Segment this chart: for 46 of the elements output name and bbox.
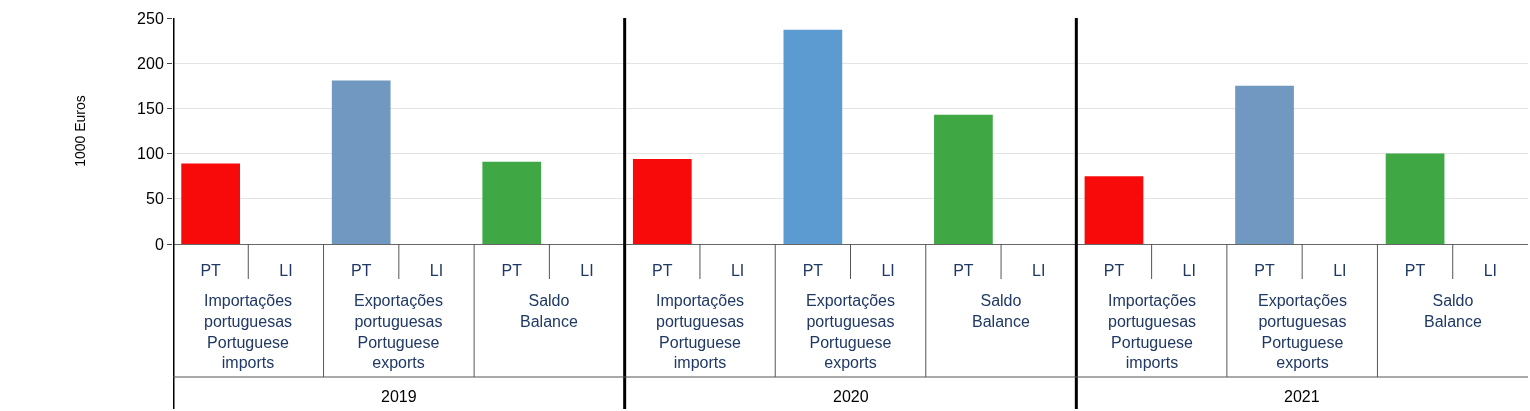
text: Saldo Balance [972, 292, 1030, 330]
x-tick-label: PT [1254, 262, 1275, 280]
x-tick-label: LI [580, 262, 594, 280]
x-tick-label: LI [1483, 262, 1498, 280]
bar [632, 159, 692, 244]
x-tick-label: PT [200, 262, 222, 280]
bar [1385, 153, 1445, 244]
bar [1235, 85, 1294, 244]
text: Saldo Balance [1424, 292, 1482, 330]
x-tick-label: LI [429, 262, 444, 280]
x-tick-label: LI [1182, 262, 1196, 280]
y-tick-label: 150 [137, 100, 164, 117]
x-tick-label: PT [802, 262, 824, 280]
bar [331, 80, 391, 244]
x-tick-label: PT [652, 262, 673, 280]
y-axis-title: 1000 Euros [71, 95, 88, 167]
text: Exportações portuguesas Portuguese exports [1258, 292, 1347, 372]
x-tick-label: PT [501, 262, 523, 280]
y-tick-label: 50 [146, 190, 164, 208]
bar [783, 29, 843, 244]
bar [482, 161, 542, 244]
text: 2019 [381, 388, 417, 405]
bar [934, 114, 993, 244]
x-tick-label: LI [1032, 262, 1046, 280]
text: Exportações portuguesas Portuguese exports [806, 292, 895, 372]
text: Exportações portuguesas Portuguese exports [354, 292, 443, 372]
y-tick-label: 0 [154, 235, 164, 253]
y-tick-label: 200 [137, 54, 164, 72]
text: Importações portuguesas Portuguese imports [204, 292, 293, 372]
text: Saldo Balance [520, 292, 578, 330]
x-tick-label: PT [350, 262, 372, 280]
x-tick-label: PT [1404, 262, 1426, 280]
x-tick-label: LI [279, 262, 293, 280]
bar [181, 163, 240, 244]
text: Importações portuguesas Portuguese imports [1108, 292, 1197, 372]
x-tick-label: LI [1333, 262, 1347, 280]
x-tick-label: LI [730, 262, 745, 280]
bar [1084, 176, 1144, 244]
x-tick-label: PT [1103, 262, 1125, 280]
y-tick-label: 100 [137, 145, 164, 163]
y-tick-label: 250 [137, 9, 164, 27]
text: 2020 [833, 388, 869, 405]
text: 2021 [1284, 388, 1320, 405]
x-tick-label: PT [953, 262, 974, 280]
x-tick-label: LI [881, 262, 895, 280]
text: Importações portuguesas Portuguese imports [656, 292, 745, 372]
